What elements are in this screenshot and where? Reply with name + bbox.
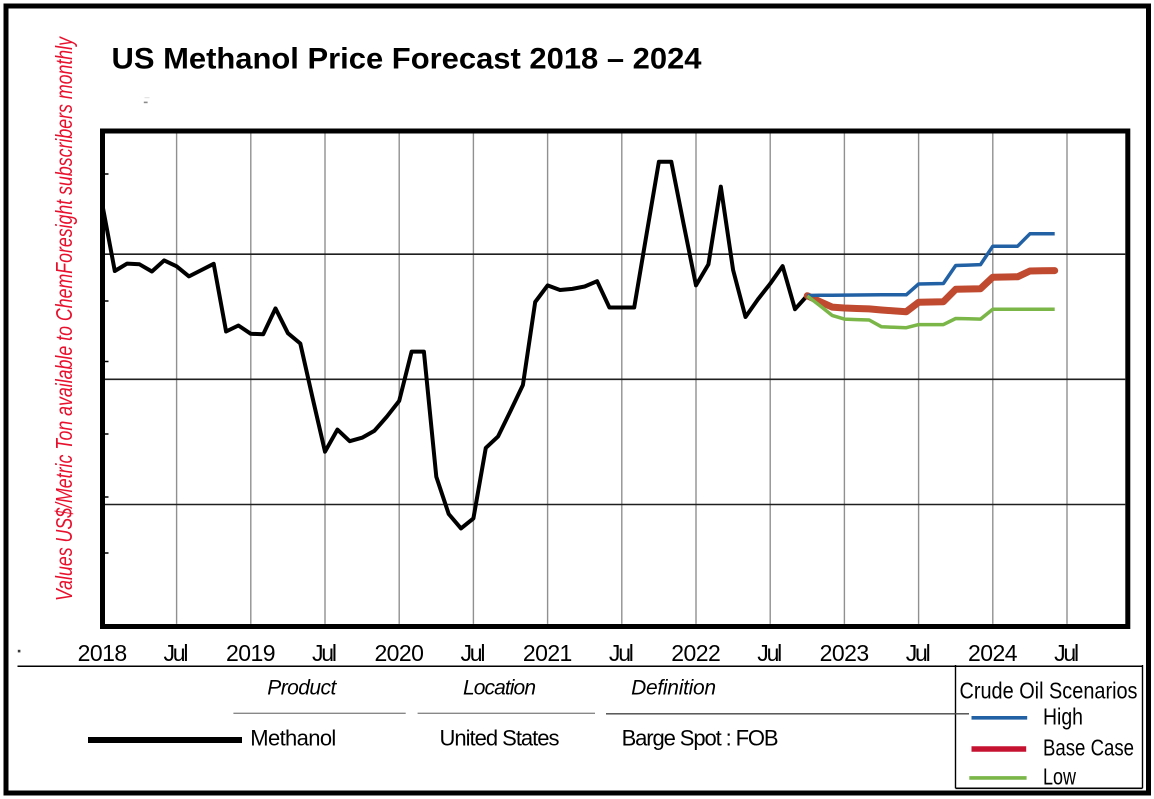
svg-text:Location: Location bbox=[463, 677, 536, 700]
svg-text:Jul: Jul bbox=[312, 640, 337, 666]
svg-text:2020: 2020 bbox=[374, 640, 424, 666]
svg-text:2019: 2019 bbox=[226, 640, 275, 666]
svg-text:Jul: Jul bbox=[757, 640, 782, 666]
svg-text:High: High bbox=[1043, 704, 1083, 730]
svg-text:Values US$/Metric Ton availabl: Values US$/Metric Ton available to ChemF… bbox=[51, 36, 77, 601]
svg-text:Jul: Jul bbox=[461, 640, 486, 666]
svg-text:2021: 2021 bbox=[523, 640, 573, 666]
svg-text:Barge Spot : FOB: Barge Spot : FOB bbox=[622, 726, 779, 751]
svg-text:Jul: Jul bbox=[906, 640, 931, 666]
svg-text:2024: 2024 bbox=[968, 640, 1018, 666]
svg-text:Base Case: Base Case bbox=[1043, 735, 1134, 761]
svg-text:Definition: Definition bbox=[631, 677, 716, 700]
svg-text:US Methanol Price Forecast 201: US Methanol Price Forecast 2018 – 2024 bbox=[112, 42, 702, 75]
svg-text:2018: 2018 bbox=[78, 640, 127, 666]
svg-text:Jul: Jul bbox=[609, 640, 634, 666]
svg-text:2023: 2023 bbox=[820, 640, 870, 666]
svg-text:United States: United States bbox=[440, 726, 560, 751]
svg-text:Crude Oil Scenarios: Crude Oil Scenarios bbox=[960, 678, 1138, 704]
svg-text:Jul: Jul bbox=[1054, 640, 1079, 666]
svg-text:Low: Low bbox=[1043, 764, 1076, 790]
svg-text:2022: 2022 bbox=[671, 640, 721, 666]
svg-text:Product: Product bbox=[267, 677, 337, 700]
svg-text:Jul: Jul bbox=[164, 640, 189, 666]
svg-text:Methanol: Methanol bbox=[250, 726, 336, 751]
